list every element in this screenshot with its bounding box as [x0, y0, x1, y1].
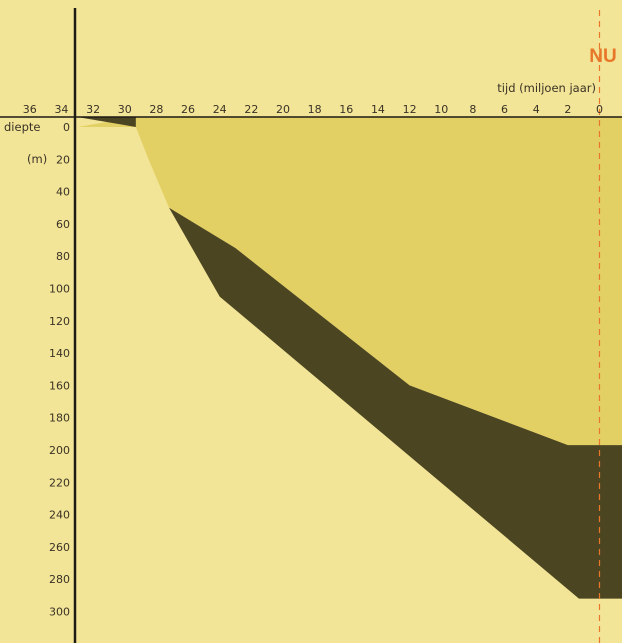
y-tick-label: 200	[49, 444, 70, 457]
x-tick-label: 26	[181, 103, 195, 116]
y-tick-label: 20	[56, 153, 70, 166]
x-tick-label: 34	[54, 103, 68, 116]
x-tick-label: 30	[118, 103, 132, 116]
y-tick-label: 120	[49, 315, 70, 328]
x-axis-label: tijd (miljoen jaar)	[497, 81, 596, 95]
x-tick-label: 4	[533, 103, 540, 116]
y-tick-label: 260	[49, 541, 70, 554]
x-tick-label: 16	[339, 103, 353, 116]
y-tick-label: 180	[49, 412, 70, 425]
y-tick-label: 300	[49, 606, 70, 619]
x-tick-label: 32	[86, 103, 100, 116]
x-tick-label: 24	[213, 103, 227, 116]
y-tick-label: 160	[49, 379, 70, 392]
x-tick-label: 14	[371, 103, 385, 116]
x-tick-label: 0	[596, 103, 603, 116]
x-tick-label: 18	[308, 103, 322, 116]
x-tick-label: 8	[469, 103, 476, 116]
now-marker-label: NU	[589, 46, 616, 67]
x-tick-label: 10	[434, 103, 448, 116]
y-tick-label: 280	[49, 573, 70, 586]
y-tick-label: 60	[56, 218, 70, 231]
y-tick-label: 140	[49, 347, 70, 360]
upper-region	[77, 117, 622, 446]
x-tick-label: 6	[501, 103, 508, 116]
x-tick-label: 28	[149, 103, 163, 116]
x-tick-label: 12	[403, 103, 417, 116]
y-tick-label: 240	[49, 509, 70, 522]
y-axis-label: diepte	[4, 120, 40, 134]
x-tick-label: 20	[276, 103, 290, 116]
x-tick-label: 22	[244, 103, 258, 116]
dark-band	[77, 117, 622, 599]
x-tick-label: 36	[23, 103, 37, 116]
y-tick-label: 40	[56, 186, 70, 199]
y-tick-label: 220	[49, 476, 70, 489]
y-tick-label: 100	[49, 283, 70, 296]
y-axis-unit-label: (m)	[27, 152, 47, 166]
x-tick-label: 2	[564, 103, 571, 116]
y-tick-label: 80	[56, 250, 70, 263]
y-tick-label: 0	[63, 121, 70, 134]
